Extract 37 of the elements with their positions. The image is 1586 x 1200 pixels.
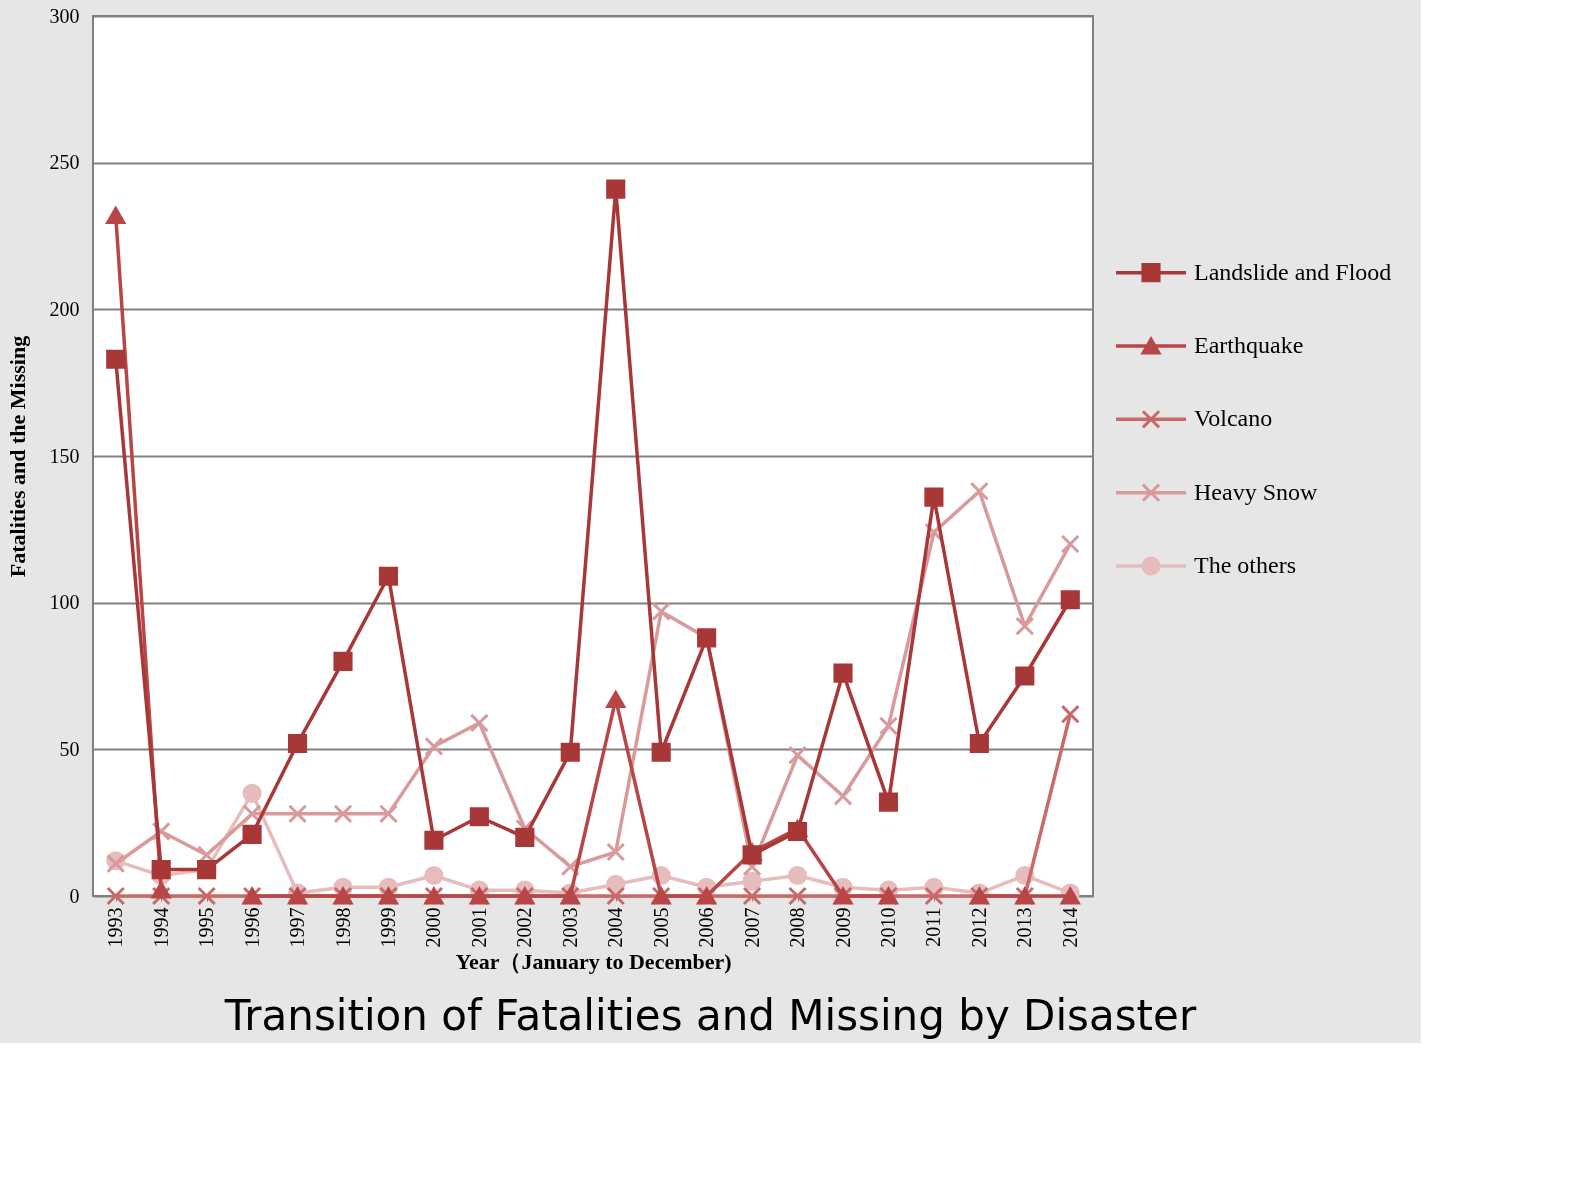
legend-label: Volcano (1194, 405, 1273, 432)
x-tick-label: 2007 (740, 907, 763, 948)
x-tick-label: 2010 (876, 907, 899, 948)
x-tick-label: 1998 (331, 907, 354, 948)
y-axis-title: Fatalities and the Missing (4, 335, 30, 578)
text: Transition of Fatalities and Missing by Disaster (223, 991, 1197, 1040)
x-tick-label: 2003 (558, 907, 581, 948)
x-tick-label: 2009 (831, 907, 854, 948)
legend-label: Landslide and Flood (1194, 258, 1392, 285)
y-tick-label: 0 (69, 884, 80, 907)
x-tick-label: 2012 (967, 907, 990, 948)
y-tick-label: 200 (49, 297, 80, 320)
y-tick-label: 250 (49, 151, 80, 174)
x-tick-label: 2008 (786, 907, 809, 948)
y-tick-label: 100 (49, 591, 80, 614)
x-tick-label: 1993 (104, 907, 127, 948)
x-tick-label: 2005 (649, 907, 672, 948)
x-tick-label: 2013 (1013, 907, 1036, 948)
x-axis-title: Year（January to December) (455, 948, 732, 974)
x-tick-label: 1997 (286, 907, 309, 948)
x-tick-label: 2001 (467, 907, 490, 948)
y-tick-label: 150 (49, 444, 80, 467)
x-tick-label: 1995 (195, 907, 218, 948)
x-tick-label: 2011 (922, 907, 945, 947)
x-tick-label: 1996 (240, 907, 263, 948)
x-tick-label: 1999 (376, 907, 399, 948)
x-tick-label: 2000 (422, 907, 445, 948)
legend-label: Heavy Snow (1194, 478, 1318, 505)
legend-label: Earthquake (1194, 332, 1304, 358)
y-tick-label: 300 (49, 4, 80, 27)
x-tick-label: 2004 (604, 907, 627, 948)
x-tick-label: 2002 (513, 907, 536, 948)
legend-label: The others (1194, 552, 1296, 578)
x-tick-label: 1994 (149, 907, 172, 948)
x-tick-label: 2014 (1058, 907, 1081, 948)
y-tick-label: 50 (59, 737, 80, 760)
x-tick-label: 2006 (695, 907, 718, 948)
